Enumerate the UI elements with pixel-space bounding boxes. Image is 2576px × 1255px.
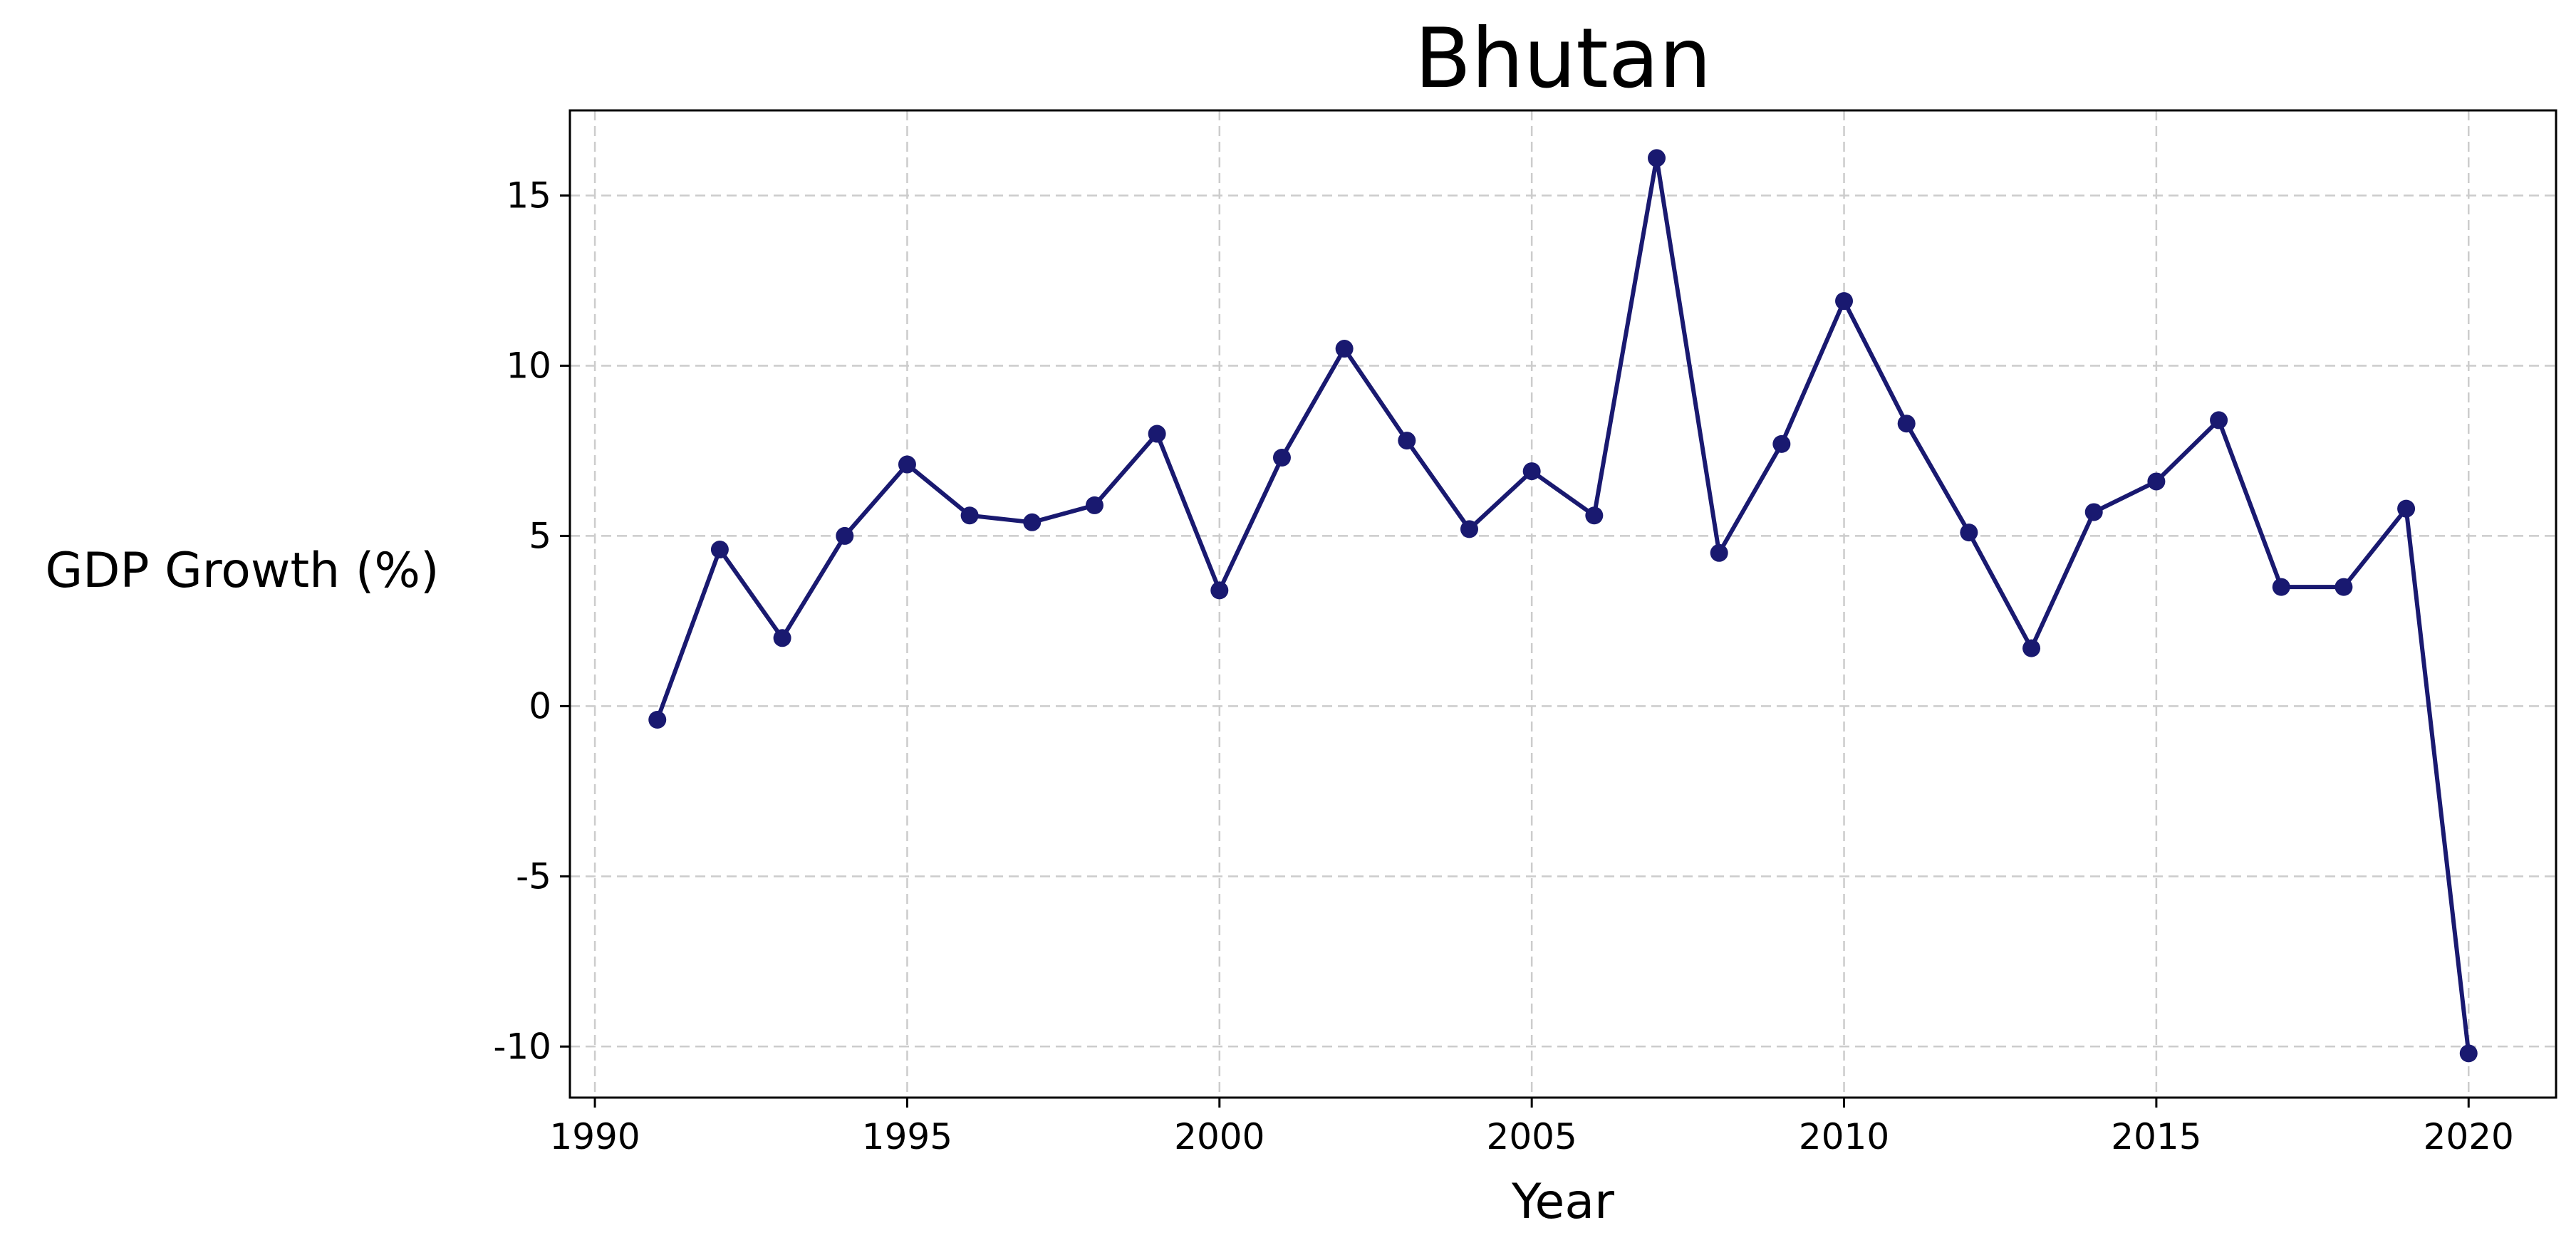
data-point <box>648 710 667 729</box>
plot-frame <box>568 109 2557 1099</box>
data-point <box>1710 543 1728 562</box>
x-tick-label: 2015 <box>2111 1116 2201 1157</box>
data-point <box>773 629 791 647</box>
x-tick-label: 1990 <box>549 1116 640 1157</box>
series-layer <box>648 149 2478 1063</box>
data-point <box>1897 415 1916 433</box>
data-point <box>1648 149 1666 167</box>
data-point <box>2022 639 2041 657</box>
y-axis-title: GDP Growth (%) <box>45 543 439 599</box>
data-point <box>2272 578 2290 596</box>
data-point <box>1835 292 1854 311</box>
data-point <box>2147 472 2166 491</box>
chart-title: Bhutan <box>1415 11 1712 107</box>
data-point <box>2210 411 2228 429</box>
y-tick-label: 0 <box>529 685 551 727</box>
y-tick-label: -5 <box>516 855 551 897</box>
x-tick-label: 1995 <box>862 1116 952 1157</box>
data-point <box>1585 506 1604 525</box>
x-axis-title: Year <box>1511 1174 1614 1230</box>
data-point <box>710 541 729 559</box>
data-point <box>960 506 979 525</box>
data-point <box>1460 520 1478 538</box>
data-point <box>1522 462 1541 481</box>
series-line <box>655 155 2471 1056</box>
y-tick-label: 10 <box>506 345 551 386</box>
data-point <box>1772 434 1791 453</box>
data-point <box>2459 1044 2478 1063</box>
data-point <box>1148 425 1166 443</box>
data-point <box>1960 524 1978 542</box>
data-point <box>1272 448 1291 467</box>
data-point <box>2334 578 2353 596</box>
data-point <box>1210 581 1229 600</box>
x-tick-label: 2005 <box>1487 1116 1577 1157</box>
y-tick-label: -10 <box>493 1026 551 1067</box>
x-tick-label: 2000 <box>1174 1116 1264 1157</box>
data-point <box>2084 503 2103 521</box>
x-tick-label: 2010 <box>1799 1116 1889 1157</box>
data-point <box>1023 513 1042 531</box>
data-point <box>836 526 854 545</box>
data-point <box>1398 432 1416 450</box>
y-tick-label: 5 <box>529 515 551 556</box>
data-point <box>898 455 916 474</box>
data-point <box>1335 340 1354 358</box>
y-tick-label: 15 <box>506 175 551 216</box>
data-point <box>2397 499 2416 518</box>
grid-layer <box>570 110 2556 1098</box>
ticks-layer: 1990 1995 2000 2005 2010 2015 2020 -10 -5 0 5 10 15 <box>493 175 2514 1157</box>
x-tick-label: 2020 <box>2424 1116 2514 1157</box>
data-point <box>1085 496 1103 514</box>
